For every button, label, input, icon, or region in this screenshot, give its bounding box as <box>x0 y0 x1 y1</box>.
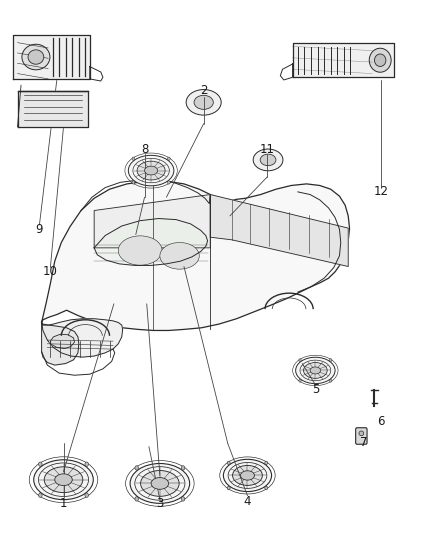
Text: 7: 7 <box>360 436 367 449</box>
Circle shape <box>167 157 170 160</box>
Circle shape <box>85 462 88 466</box>
Circle shape <box>132 181 135 184</box>
Ellipse shape <box>374 54 386 67</box>
Polygon shape <box>50 334 74 349</box>
Text: 3: 3 <box>156 497 163 510</box>
Ellipse shape <box>233 465 262 486</box>
Circle shape <box>181 466 185 470</box>
Circle shape <box>181 497 185 501</box>
Text: 11: 11 <box>260 143 275 156</box>
Circle shape <box>135 466 138 470</box>
Ellipse shape <box>253 149 283 171</box>
Polygon shape <box>210 195 348 266</box>
Ellipse shape <box>22 44 50 70</box>
Circle shape <box>132 157 135 160</box>
Ellipse shape <box>194 95 213 109</box>
Circle shape <box>227 461 230 465</box>
Ellipse shape <box>28 50 44 64</box>
Ellipse shape <box>260 154 276 166</box>
Ellipse shape <box>130 464 190 503</box>
Ellipse shape <box>310 367 321 374</box>
Polygon shape <box>42 322 79 365</box>
Polygon shape <box>42 319 123 357</box>
Ellipse shape <box>160 243 199 269</box>
Text: 1: 1 <box>60 497 67 510</box>
Circle shape <box>299 379 301 382</box>
Text: 4: 4 <box>244 495 251 507</box>
Ellipse shape <box>296 357 335 384</box>
Polygon shape <box>94 219 208 265</box>
Text: 2: 2 <box>200 84 208 97</box>
Ellipse shape <box>118 236 162 265</box>
Polygon shape <box>13 35 90 79</box>
Ellipse shape <box>137 161 165 180</box>
Circle shape <box>39 493 42 497</box>
Ellipse shape <box>128 155 174 186</box>
Polygon shape <box>18 91 88 127</box>
Circle shape <box>167 181 170 184</box>
Circle shape <box>329 359 332 361</box>
Ellipse shape <box>34 460 93 499</box>
Circle shape <box>85 493 88 497</box>
Ellipse shape <box>55 474 72 486</box>
Ellipse shape <box>223 459 272 491</box>
Text: 6: 6 <box>377 415 385 427</box>
Text: 5: 5 <box>312 383 319 395</box>
Ellipse shape <box>369 48 391 72</box>
Circle shape <box>265 486 268 490</box>
Text: 8: 8 <box>141 143 148 156</box>
Ellipse shape <box>145 166 158 175</box>
Ellipse shape <box>186 90 221 115</box>
Circle shape <box>299 359 301 361</box>
Ellipse shape <box>141 471 179 496</box>
Polygon shape <box>293 43 394 77</box>
Circle shape <box>39 462 42 466</box>
Circle shape <box>227 486 230 490</box>
FancyBboxPatch shape <box>356 427 367 445</box>
Ellipse shape <box>304 362 327 378</box>
Polygon shape <box>94 195 210 248</box>
Ellipse shape <box>359 431 364 435</box>
Polygon shape <box>42 181 350 330</box>
Ellipse shape <box>44 467 83 492</box>
Ellipse shape <box>151 478 169 489</box>
Text: 10: 10 <box>43 265 58 278</box>
Text: 12: 12 <box>374 185 389 198</box>
Circle shape <box>135 497 138 501</box>
Text: 9: 9 <box>35 223 43 236</box>
Circle shape <box>329 379 332 382</box>
Circle shape <box>265 461 268 465</box>
Ellipse shape <box>240 471 254 480</box>
